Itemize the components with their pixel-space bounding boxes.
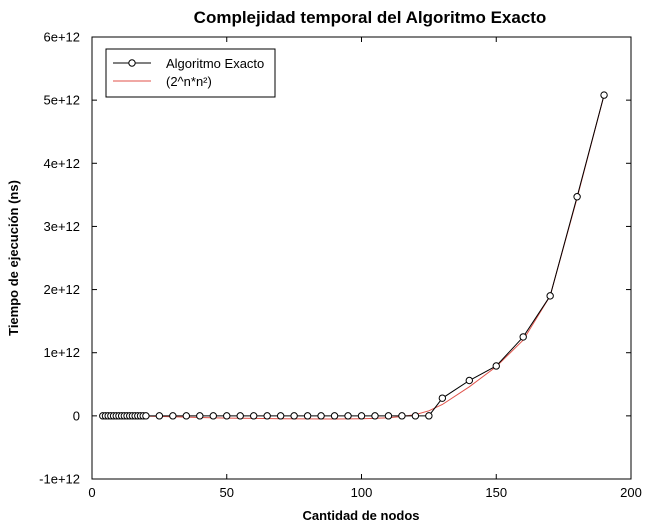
data-point [317,412,325,420]
data-point [573,193,581,201]
legend-box [105,48,276,98]
series-line-algoritmo-exacto [102,94,605,417]
data-point [250,412,258,420]
data-point [276,412,285,420]
y-tick-label: -1e+12 [39,472,80,487]
x-tick-label: 0 [88,485,95,500]
y-tick-label: 1e+12 [43,345,80,360]
legend-label-algoritmo-exacto: Algoritmo Exacto [166,56,264,71]
data-point [425,412,433,420]
y-tick-label: 6e+12 [43,30,80,45]
x-tick-label: 100 [351,485,373,500]
data-point [169,412,177,420]
y-axis-label: Tiempo de ejecución (ns) [6,180,21,336]
chart-title: Complejidad temporal del Algoritmo Exact… [194,8,547,27]
data-point [492,362,500,370]
data-point [357,412,366,420]
data-point [303,412,312,420]
data-point [196,412,204,420]
data-point [236,412,244,420]
data-point [519,333,527,341]
data-point [371,412,379,420]
y-tick-label: 2e+12 [43,282,80,297]
legend-marker-algoritmo-exacto [128,59,136,67]
y-tick-label: 5e+12 [43,93,80,108]
x-tick-label: 50 [220,485,234,500]
x-tick-label: 200 [620,485,642,500]
data-point [411,412,420,420]
data-point [438,394,447,402]
data-point [384,412,393,420]
data-point [182,412,191,420]
axis-ticks: 0 50 100 150 200 -1e+12 0 1e+12 2e+12 3e+12 4e+12 5… [39,30,642,501]
x-tick-label: 150 [485,485,507,500]
data-point [223,412,231,420]
data-point [155,412,164,420]
data-point [142,412,150,420]
series-layer [99,91,608,420]
data-point [263,412,271,420]
data-point [344,412,352,420]
data-point [600,91,608,99]
y-tick-label: 3e+12 [43,219,80,234]
data-point [330,412,339,420]
y-tick-label: 0 [73,408,80,423]
legend: Algoritmo Exacto (2^n*n²) [105,48,276,98]
legend-label-2n-n2: (2^n*n²) [166,74,212,89]
data-point [209,412,217,420]
data-point [465,376,473,385]
y-tick-label: 4e+12 [43,156,80,171]
data-point [290,412,298,420]
x-axis-label: Cantidad de nodos [303,508,420,523]
data-point [398,412,406,420]
data-point [546,292,554,300]
series-line-2-n-n [102,94,605,420]
